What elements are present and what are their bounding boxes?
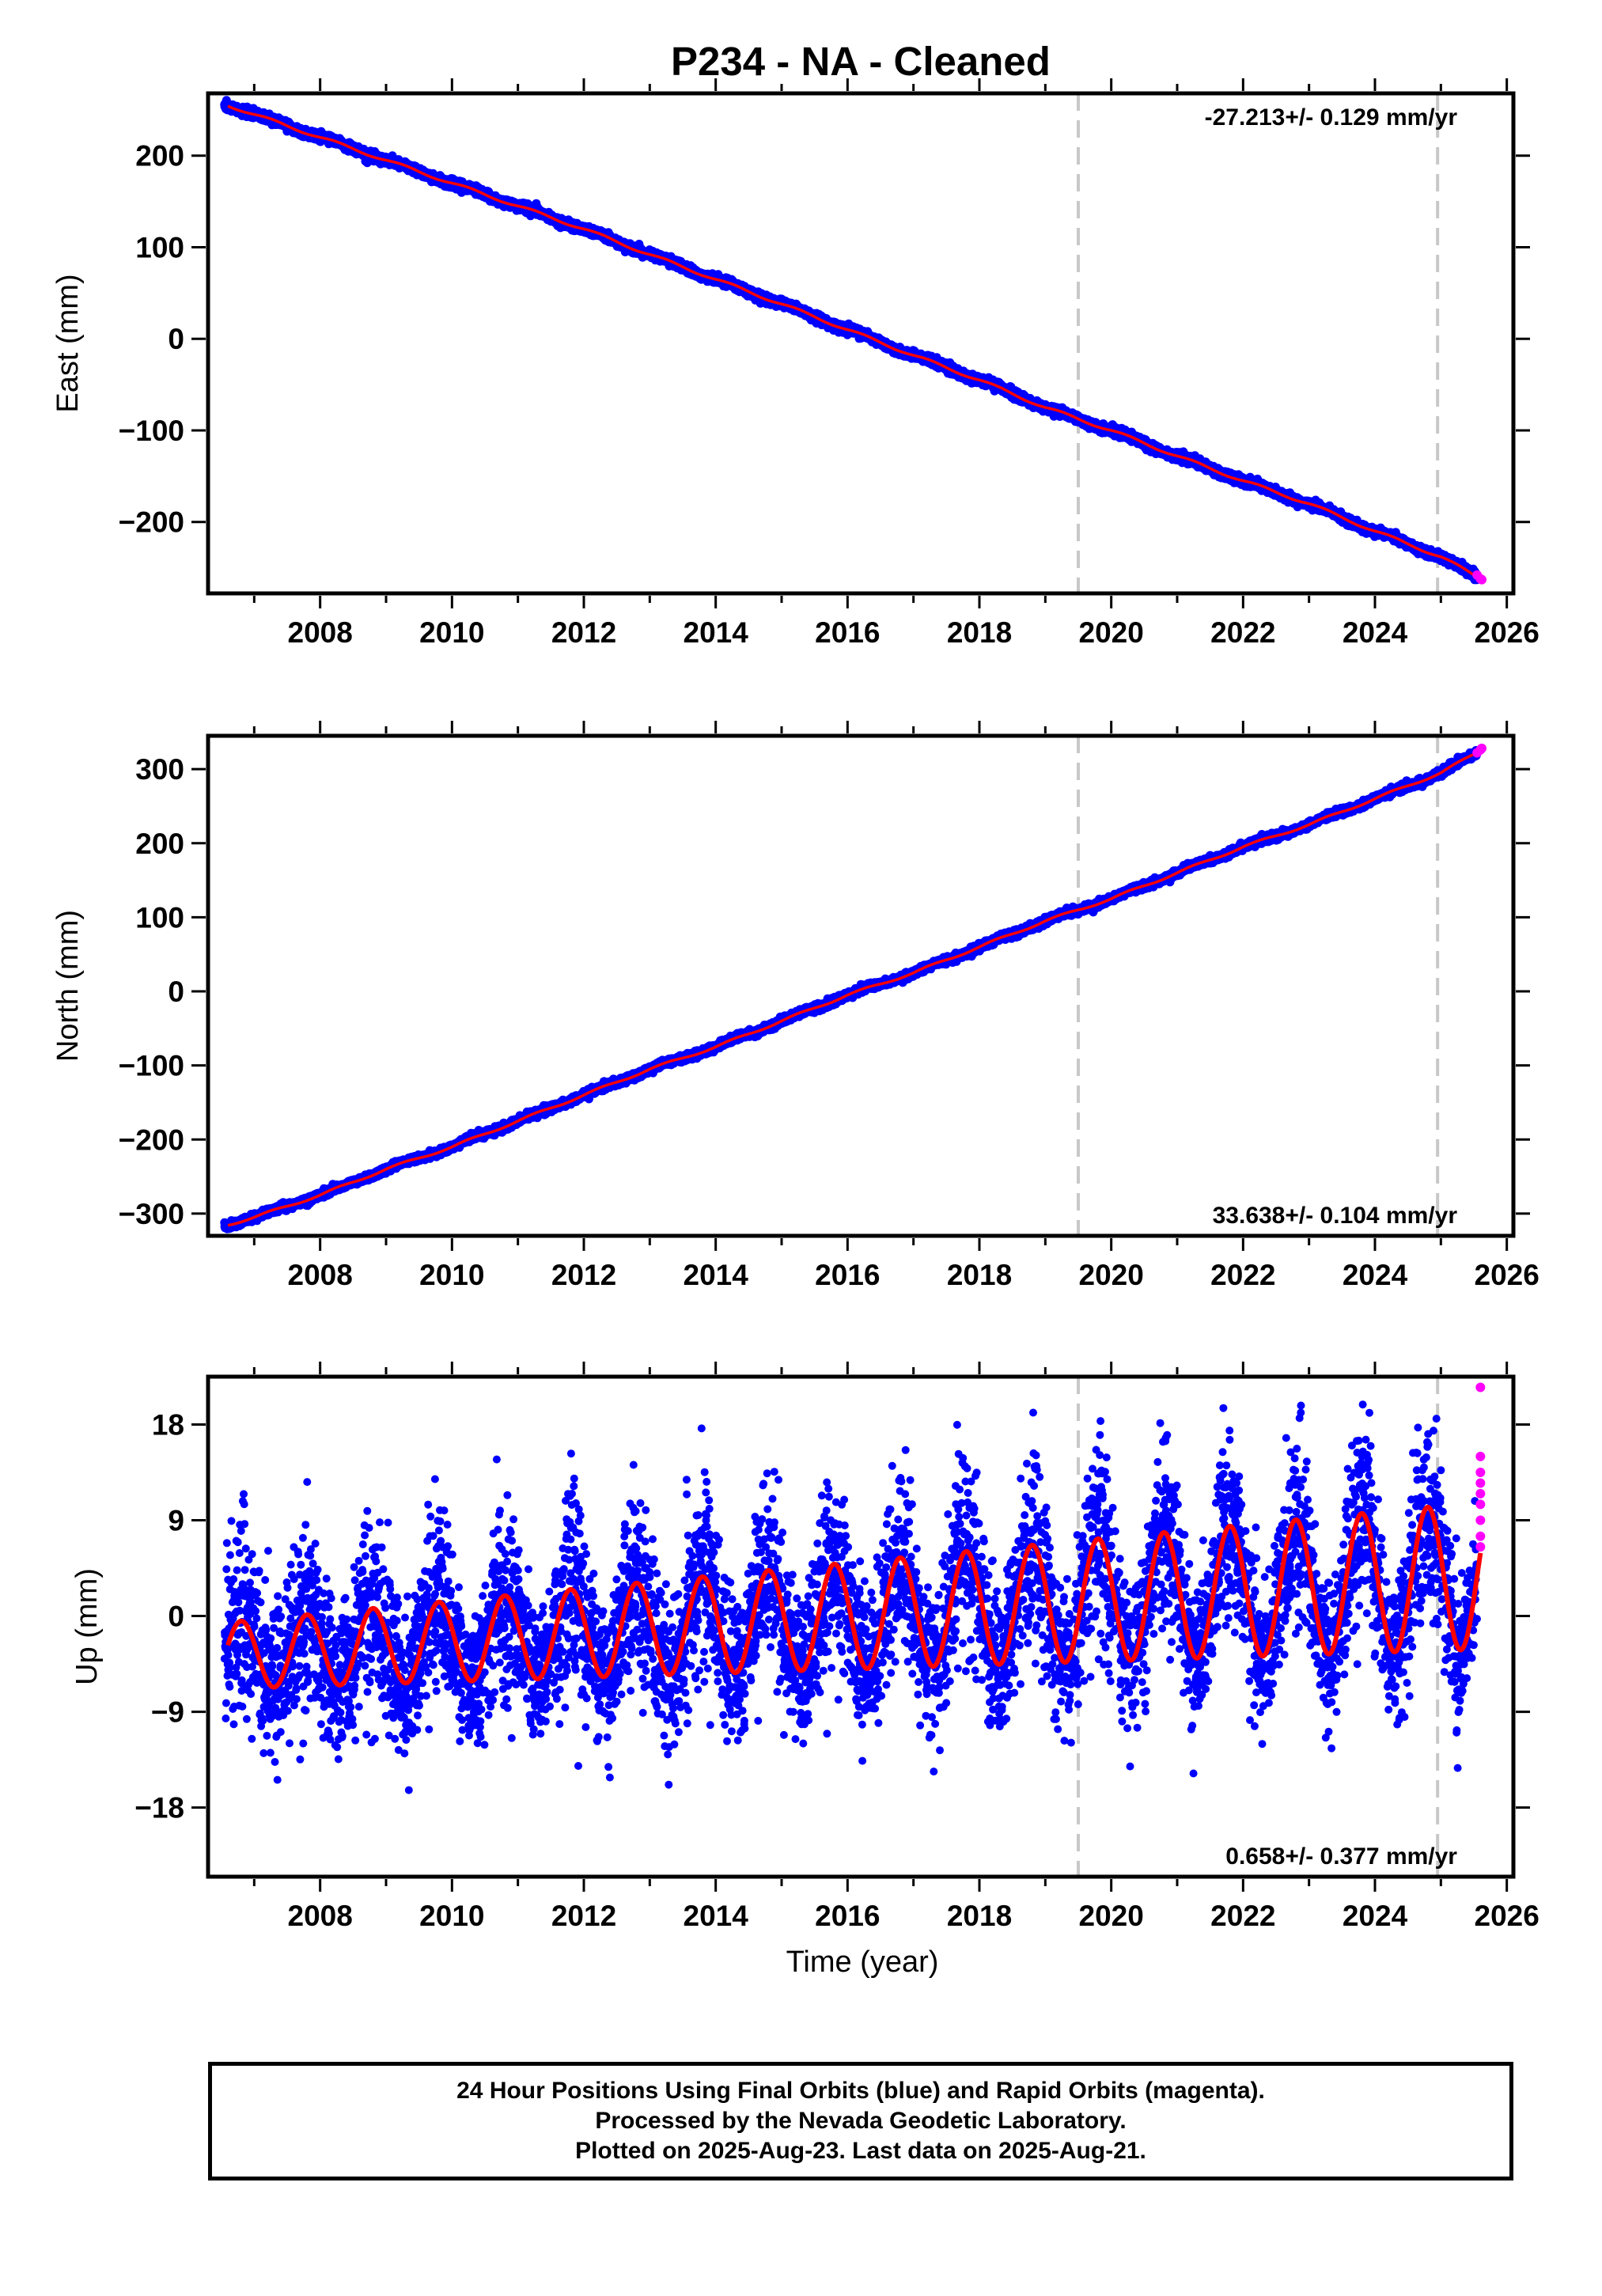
chart-title: P234 - NA - Cleaned [671,39,1051,84]
panel-east: 2008 2010 2012 2014 2016 2018 2020 2022 2024 2026… [51,78,1540,649]
final-orbit-points-east [220,96,1482,585]
plot-area-east [220,93,1486,593]
